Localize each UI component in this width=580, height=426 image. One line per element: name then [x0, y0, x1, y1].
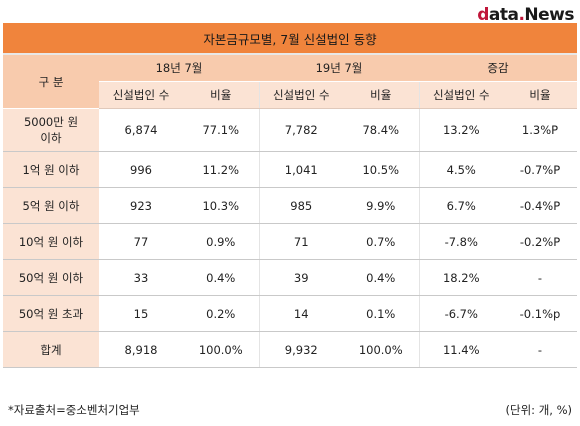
table-cell: 8,918: [99, 331, 183, 368]
table-cell: 39: [259, 259, 343, 296]
table-cell: 11.4%: [419, 331, 503, 368]
table-cell: 100.0%: [343, 331, 420, 368]
table-cell: 1,041: [259, 151, 343, 188]
table-cell: 10.3%: [183, 187, 260, 224]
table-row: 10억 원 이하 77 0.9% 71 0.7% -7.8% -0.2%P: [3, 223, 577, 260]
subheader-ratio: 비율: [343, 81, 420, 109]
datanews-logo: data.News: [477, 5, 574, 25]
table-cell: 78.4%: [343, 108, 420, 152]
table-cell: 15: [99, 295, 183, 332]
row-label: 50억 원 이하: [3, 259, 99, 296]
row-label: 5억 원 이하: [3, 187, 99, 224]
row-label: 50억 원 초과: [3, 295, 99, 332]
source-note: *자료출처=중소벤처기업부: [8, 403, 140, 417]
table-row: 합계 8,918 100.0% 9,932 100.0% 11.4% -: [3, 331, 577, 368]
table-cell: -: [503, 331, 577, 368]
table-cell: 9,932: [259, 331, 343, 368]
table-cell: 71: [259, 223, 343, 260]
table-cell: 13.2%: [419, 108, 503, 152]
table-cell: -0.4%P: [503, 187, 577, 224]
table-cell: -6.7%: [419, 295, 503, 332]
table-cell: 0.2%: [183, 295, 260, 332]
table-cell: 9.9%: [343, 187, 420, 224]
table-cell: 923: [99, 187, 183, 224]
subheader-count: 신설법인 수: [259, 81, 343, 109]
row-label: 10억 원 이하: [3, 223, 99, 260]
table-cell: -0.2%P: [503, 223, 577, 260]
group-header-2018: 18년 7월: [99, 54, 259, 82]
row-label: 합계: [3, 331, 99, 368]
table-cell: 10.5%: [343, 151, 420, 188]
table-cell: -: [503, 259, 577, 296]
stats-table: 자본금규모별, 7월 신설법인 동향 구 분 18년 7월 19년 7월 증감 …: [3, 23, 577, 368]
table-row: 50억 원 초과 15 0.2% 14 0.1% -6.7% -0.1%p: [3, 295, 577, 332]
group-header-2019: 19년 7월: [259, 54, 419, 82]
table-footer: *자료출처=중소벤처기업부 (단위: 개, %): [8, 402, 572, 418]
table-row: 1억 원 이하 996 11.2% 1,041 10.5% 4.5% -0.7%P: [3, 151, 577, 188]
table-title: 자본금규모별, 7월 신설법인 동향: [3, 23, 577, 55]
table-cell: 14: [259, 295, 343, 332]
unit-note: (단위: 개, %): [505, 403, 572, 417]
row-label: 5000만 원 이하: [3, 108, 99, 152]
table-cell: 0.9%: [183, 223, 260, 260]
row-label: 1억 원 이하: [3, 151, 99, 188]
table-cell: 6,874: [99, 108, 183, 152]
table-cell: 7,782: [259, 108, 343, 152]
table-cell: -7.8%: [419, 223, 503, 260]
subheader-count: 신설법인 수: [419, 81, 503, 109]
table-cell: 77: [99, 223, 183, 260]
table-cell: 100.0%: [183, 331, 260, 368]
group-header-change: 증감: [419, 54, 577, 82]
table-cell: 996: [99, 151, 183, 188]
subheader-ratio: 비율: [183, 81, 260, 109]
table-cell: 18.2%: [419, 259, 503, 296]
table-cell: 985: [259, 187, 343, 224]
table-cell: 0.4%: [183, 259, 260, 296]
table-cell: 33: [99, 259, 183, 296]
table-cell: 0.7%: [343, 223, 420, 260]
table-cell: 6.7%: [419, 187, 503, 224]
table-cell: -0.7%P: [503, 151, 577, 188]
table-cell: 11.2%: [183, 151, 260, 188]
subheader-ratio: 비율: [503, 81, 577, 109]
table-cell: 0.4%: [343, 259, 420, 296]
table-cell: 1.3%P: [503, 108, 577, 152]
table-row: 5000만 원 이하 6,874 77.1% 7,782 78.4% 13.2% 1.3%P: [3, 108, 577, 152]
row-header-label: 구 분: [3, 54, 99, 109]
table-cell: -0.1%p: [503, 295, 577, 332]
subheader-count: 신설법인 수: [99, 81, 183, 109]
table-row: 5억 원 이하 923 10.3% 985 9.9% 6.7% -0.4%P: [3, 187, 577, 224]
table-cell: 0.1%: [343, 295, 420, 332]
table-cell: 77.1%: [183, 108, 260, 152]
table-row: 50억 원 이하 33 0.4% 39 0.4% 18.2% -: [3, 259, 577, 296]
table-cell: 4.5%: [419, 151, 503, 188]
